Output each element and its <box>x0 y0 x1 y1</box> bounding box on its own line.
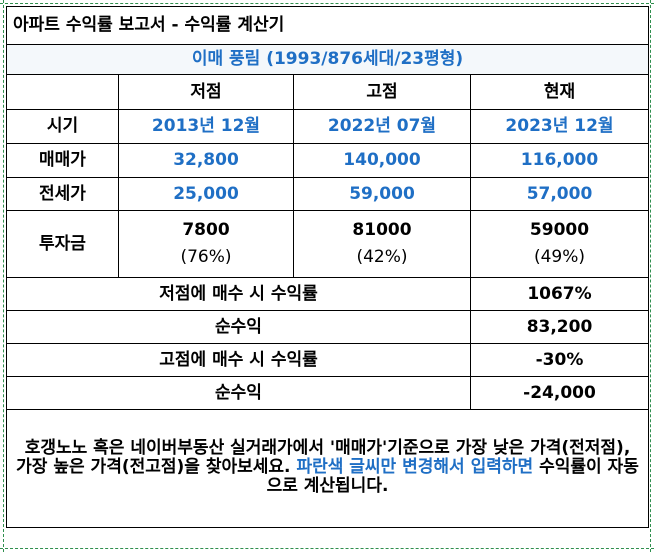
summary-label-low-profit[interactable]: 순수익 <box>6 310 471 344</box>
header-empty-cell[interactable] <box>6 74 119 110</box>
summary-label-high-return[interactable]: 고점에 매수 시 수익률 <box>6 343 471 377</box>
col-header-low[interactable]: 저점 <box>118 74 294 110</box>
row-label-sale[interactable]: 매매가 <box>6 143 119 178</box>
invest-low-cell[interactable]: 7800 (76%) <box>118 210 294 278</box>
invest-ratio: (42%) <box>356 247 408 267</box>
sale-now-cell[interactable]: 116,000 <box>470 143 649 178</box>
gridline <box>650 0 651 552</box>
invest-amount: 59000 <box>529 220 590 241</box>
gridline <box>0 3 654 4</box>
invest-high-cell[interactable]: 81000 (42%) <box>293 210 471 278</box>
period-now-cell[interactable]: 2023년 12월 <box>470 109 649 144</box>
row-label-invest[interactable]: 투자금 <box>6 210 119 278</box>
summary-value-high-profit[interactable]: -24,000 <box>470 376 649 410</box>
jeonse-low-cell[interactable]: 25,000 <box>118 177 294 211</box>
note-text: 호갱노노 혹은 네이버부동산 실거래가에서 '매매가'기준으로 가장 낮은 가격… <box>16 438 631 478</box>
invest-now-cell[interactable]: 59000 (49%) <box>470 210 649 278</box>
period-high-cell[interactable]: 2022년 07월 <box>293 109 471 144</box>
jeonse-now-cell[interactable]: 57,000 <box>470 177 649 211</box>
summary-value-high-return[interactable]: -30% <box>470 343 649 377</box>
col-header-high[interactable]: 고점 <box>293 74 471 110</box>
report-table: 아파트 수익률 보고서 - 수익률 계산기 이매 풍림 (1993/876세대/… <box>6 6 649 528</box>
summary-value-low-return[interactable]: 1067% <box>470 277 649 311</box>
invest-amount: 7800 <box>182 220 230 241</box>
summary-value-low-profit[interactable]: 83,200 <box>470 310 649 344</box>
gridline <box>0 548 654 549</box>
row-label-period[interactable]: 시기 <box>6 109 119 144</box>
row-label-jeonse[interactable]: 전세가 <box>6 177 119 211</box>
jeonse-high-cell[interactable]: 59,000 <box>293 177 471 211</box>
summary-label-low-return[interactable]: 저점에 매수 시 수익률 <box>6 277 471 311</box>
summary-label-high-profit[interactable]: 순수익 <box>6 376 471 410</box>
instruction-note[interactable]: 호갱노노 혹은 네이버부동산 실거래가에서 '매매가'기준으로 가장 낮은 가격… <box>6 409 649 528</box>
invest-ratio: (76%) <box>180 247 232 267</box>
invest-amount: 81000 <box>352 220 412 241</box>
gridline <box>3 0 4 552</box>
apartment-subtitle[interactable]: 이매 풍림 (1993/876세대/23평형) <box>6 44 649 75</box>
sale-high-cell[interactable]: 140,000 <box>293 143 471 178</box>
col-header-now[interactable]: 현재 <box>470 74 649 110</box>
period-low-cell[interactable]: 2013년 12월 <box>118 109 294 144</box>
sale-low-cell[interactable]: 32,800 <box>118 143 294 178</box>
note-text-end: 수익률이 자동으로 계산됩니다. <box>266 457 639 496</box>
note-highlight: 파란색 글씨만 변경해서 입력하면 <box>296 457 534 478</box>
report-title[interactable]: 아파트 수익률 보고서 - 수익률 계산기 <box>6 6 649 45</box>
invest-ratio: (49%) <box>533 247 586 267</box>
